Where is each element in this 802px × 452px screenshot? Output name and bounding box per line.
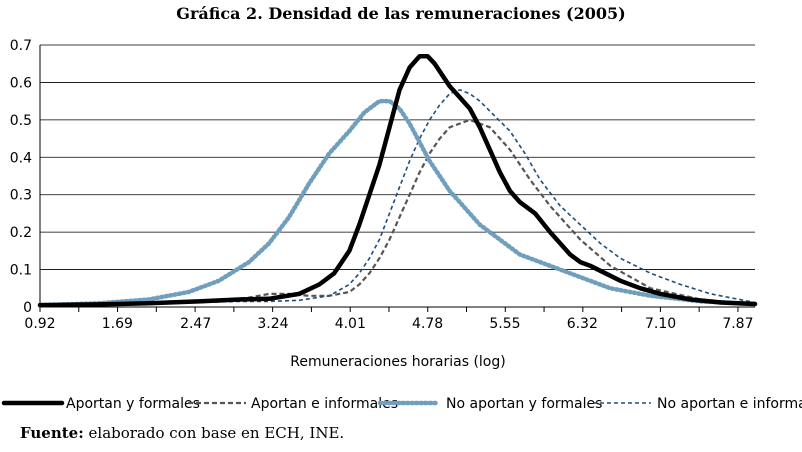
source-label: Fuente: bbox=[20, 424, 84, 442]
series-line-4 bbox=[39, 89, 756, 306]
y-tick-label: 0.7 bbox=[10, 38, 32, 54]
x-tick-label: 1.69 bbox=[102, 316, 133, 332]
y-tick-label: 0.2 bbox=[10, 225, 32, 241]
legend-label-2: Aportan e informales bbox=[251, 396, 398, 412]
x-tick-label: 7.87 bbox=[722, 316, 753, 332]
x-tick-label: 4.01 bbox=[335, 316, 366, 332]
x-axis-label: Remuneraciones horarias (log) bbox=[290, 354, 505, 370]
x-tick-label: 4.78 bbox=[412, 316, 443, 332]
legend-label-4: No aportan e informale bbox=[657, 396, 802, 412]
chart-title: Gráfica 2. Densidad de las remuneracione… bbox=[176, 4, 626, 23]
x-tick-label: 3.24 bbox=[257, 316, 288, 332]
grid-lines bbox=[40, 44, 755, 270]
x-tick-label: 0.92 bbox=[24, 316, 55, 332]
x-tick-label: 2.47 bbox=[180, 316, 211, 332]
y-tick-label: 0.6 bbox=[10, 75, 32, 91]
y-tick-label: 0.3 bbox=[10, 188, 32, 204]
legend: Aportan y formales Aportan e informales No… bbox=[1, 396, 802, 412]
series-line-3 bbox=[37, 98, 758, 308]
y-tick-label: 0 bbox=[23, 300, 32, 316]
series-lines bbox=[37, 53, 758, 308]
y-tick-label: 0.1 bbox=[10, 263, 32, 279]
source-text: elaborado con base en ECH, INE. bbox=[88, 424, 345, 442]
x-tick-label: 7.10 bbox=[645, 316, 676, 332]
axes: 0 0.1 0.2 0.3 0.4 0.5 0.6 0.7 0.92 1.69 2.47 3.24 4.… bbox=[10, 38, 755, 332]
x-tick-label: 6.32 bbox=[567, 316, 598, 332]
legend-label-1: Aportan y formales bbox=[66, 396, 200, 412]
series-line-2 bbox=[39, 118, 756, 307]
y-tick-label: 0.4 bbox=[10, 150, 32, 166]
legend-label-3: No aportan y formales bbox=[446, 396, 602, 412]
y-tick-label: 0.5 bbox=[10, 113, 32, 129]
series-line-1 bbox=[37, 53, 758, 308]
source-note: Fuente: elaborado con base en ECH, INE. bbox=[20, 424, 344, 442]
x-tick-label: 5.55 bbox=[489, 316, 520, 332]
